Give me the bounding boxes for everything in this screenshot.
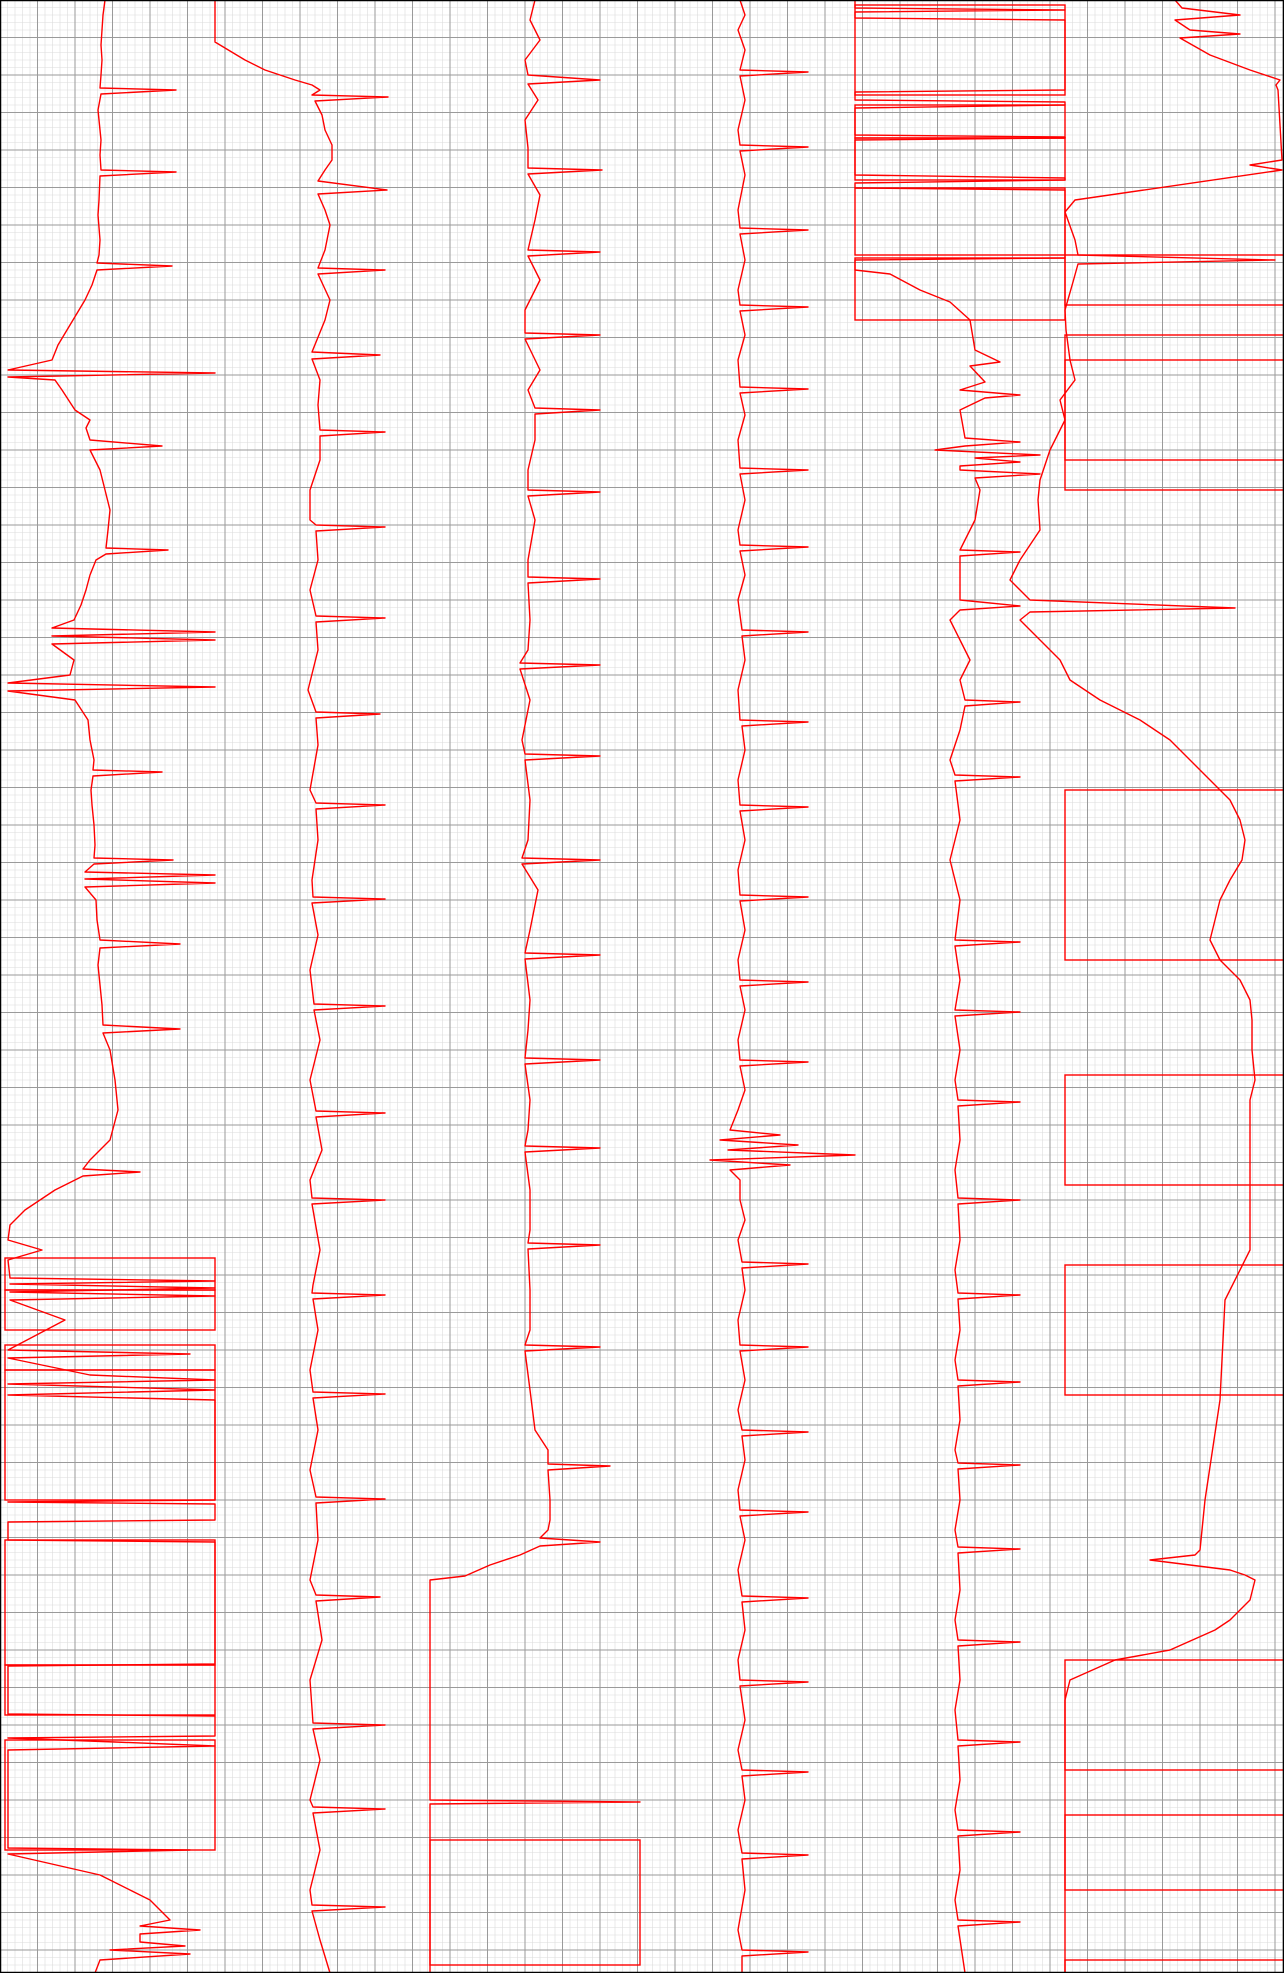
trace-box-7 [1064,359,1284,491]
trace-box-13 [1064,1959,1284,1973]
trace-box-21 [4,1344,216,1371]
trace-group [7,0,1283,1973]
trace-box-8 [1064,789,1284,961]
trace-box-11 [1064,1659,1284,1771]
trace-box-6 [1064,254,1284,306]
trace-line-2 [429,0,641,1973]
trace-box-10 [1064,1264,1284,1396]
trace-box-17 [4,1739,216,1851]
trace-line-3 [709,0,856,1973]
trace-box-9 [1064,1074,1284,1186]
trace-line-5 [1009,0,1283,1973]
trace-line-0 [7,0,216,1973]
trace-line-4 [854,0,1066,1973]
trace-box-15 [4,1539,216,1666]
trace-line-1 [214,0,389,1973]
trace-box-18 [429,1839,641,1966]
